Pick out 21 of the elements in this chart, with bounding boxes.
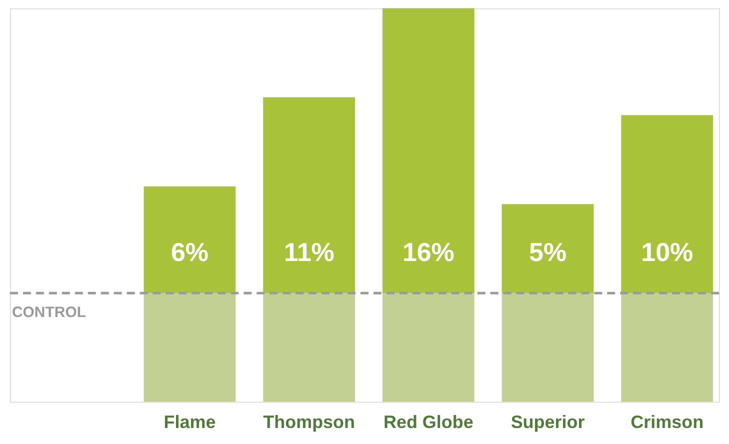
bar	[502, 204, 594, 294]
bar	[382, 293, 474, 402]
data-label: 16%	[402, 237, 454, 268]
bar	[263, 293, 356, 402]
data-label: 10%	[641, 237, 694, 268]
x-tick-label: Thompson	[263, 412, 355, 432]
bar	[502, 293, 594, 402]
bar	[382, 8, 474, 294]
ref-line-label: CONTROL	[12, 304, 86, 322]
bar	[621, 293, 714, 402]
bar	[144, 186, 236, 294]
data-label: 5%	[529, 237, 567, 268]
bar	[144, 293, 236, 402]
x-tick-label: Red Globe	[383, 412, 474, 432]
bar	[621, 115, 714, 294]
data-label: 6%	[170, 237, 208, 268]
bar	[263, 97, 356, 294]
x-tick-label: Superior	[510, 412, 585, 432]
data-label: 11%	[284, 237, 334, 268]
x-tick-label: Flame	[164, 412, 216, 432]
x-tick-label: Crimson	[630, 412, 704, 432]
